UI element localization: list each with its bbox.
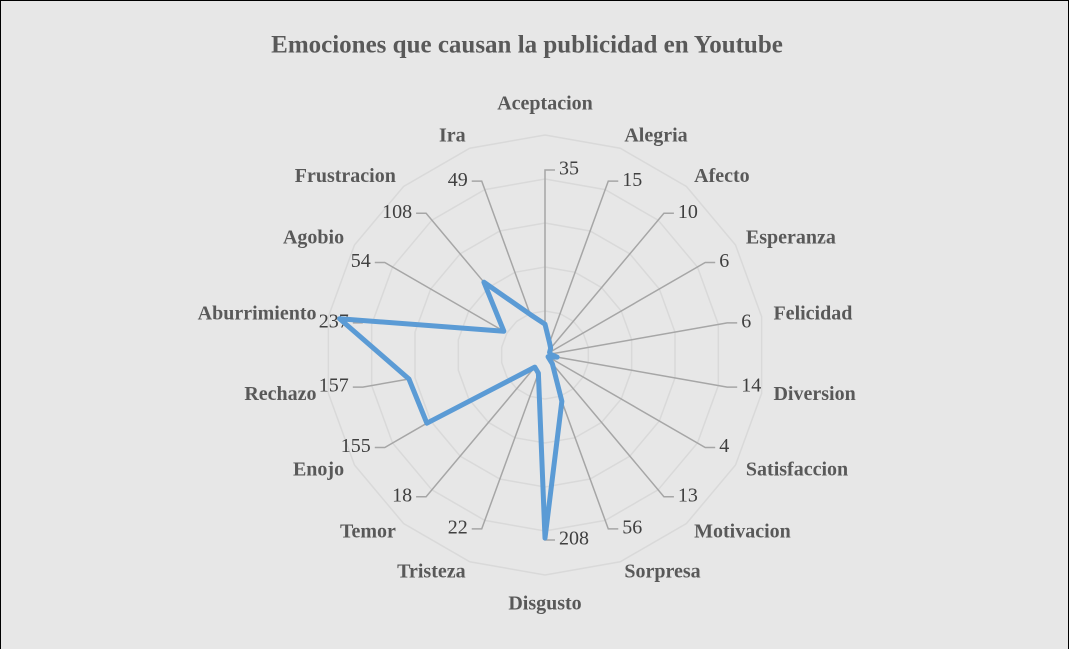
data-label: 157 [319,375,349,397]
category-label: Agobio [283,227,344,249]
data-label: 35 [559,158,579,180]
data-label: 10 [678,201,698,223]
data-label: 108 [382,201,412,223]
category-label: Diversion [773,383,855,405]
category-label: Afecto [694,165,750,187]
leader-line [557,356,738,388]
leader-line [544,169,555,325]
leader-line [547,356,716,449]
leader-line [551,363,674,498]
data-label: 155 [341,435,371,457]
leader-line [471,372,540,530]
leader-line [374,261,505,332]
leader-line [561,401,619,530]
series-line [337,279,565,541]
data-label: 14 [741,375,761,397]
data-label: 13 [678,484,698,506]
leader-line [548,180,619,343]
leader-line [550,322,738,355]
data-label: 54 [351,250,371,272]
data-label: 18 [392,484,412,506]
leader-line [549,261,716,354]
category-label: Enojo [293,459,344,481]
leader-line [352,378,410,388]
data-label: 22 [448,516,468,538]
category-label: Rechazo [244,383,316,405]
category-label: Aceptacion [497,93,593,115]
category-label: Motivacion [694,520,791,542]
category-label: Temor [340,520,396,542]
category-label: Alegria [624,125,687,147]
data-label: 56 [622,516,642,538]
category-label: Disgusto [508,593,581,615]
category-label: Frustracion [295,165,396,187]
category-label: Tristeza [397,561,466,583]
leader-line [374,422,428,449]
data-label: 4 [719,435,729,457]
leader-line [416,212,485,283]
data-label: 6 [741,310,751,332]
category-label: Ira [439,125,466,147]
category-label: Satisfaccion [746,459,848,481]
category-label: Aburrimiento [198,302,317,324]
leader-line [550,212,674,349]
category-label: Felicidad [773,302,852,324]
leader-line [471,180,531,315]
data-label: 6 [719,250,729,272]
leader-line [416,366,536,498]
data-label: 15 [622,169,642,191]
data-label: 49 [448,169,468,191]
chart-title: Emociones que causan la publicidad en Yo… [271,32,783,59]
category-label: Esperanza [746,227,836,249]
data-label: 237 [319,310,349,332]
grid-ring [327,134,763,576]
category-label: Sorpresa [624,561,700,583]
data-label: 208 [559,528,589,550]
